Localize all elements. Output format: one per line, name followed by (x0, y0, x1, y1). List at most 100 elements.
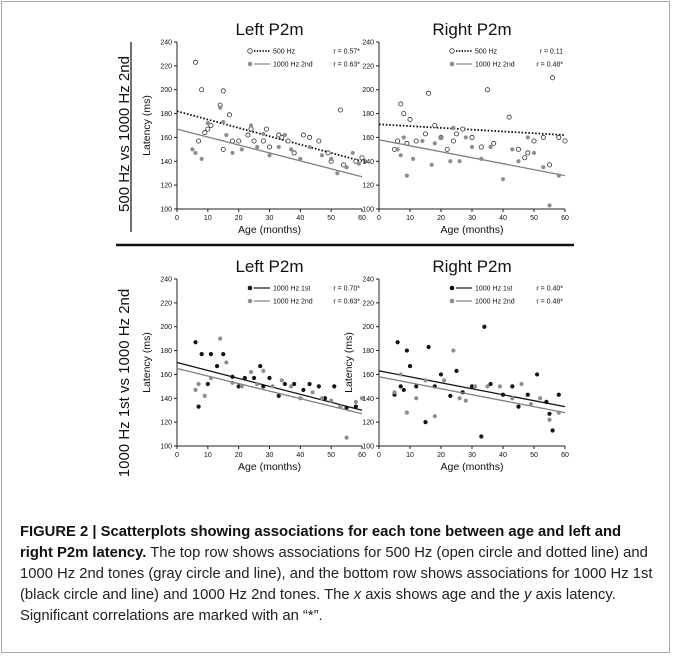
data-point (398, 384, 403, 389)
data-point (340, 162, 346, 168)
legend-marker (449, 61, 455, 67)
legend-r-value: r = 0.57* (333, 49, 360, 56)
data-point (454, 368, 459, 373)
x-tick-label: 0 (175, 215, 179, 222)
data-point (329, 156, 334, 161)
data-point (426, 344, 431, 350)
y-tick-label: 220 (160, 63, 172, 70)
y-tick-label: 160 (362, 372, 374, 379)
data-point (344, 405, 349, 410)
data-point (463, 398, 468, 403)
panel-title: Right P2m (432, 20, 511, 39)
caption-title: FIGURE 2 | Scatterplots showing associat… (20, 524, 622, 561)
y-tick-label: 140 (362, 396, 374, 403)
panel-top-right: Right P2m 100 120 140 160 180 200 220 240 0 10 20 30… (362, 20, 569, 236)
y-tick-label: 200 (160, 324, 172, 331)
legend-label: 1000 Hz 2nd (475, 299, 515, 306)
data-point (404, 173, 409, 178)
legend-marker (247, 61, 253, 67)
data-point (193, 340, 198, 345)
data-point (319, 396, 325, 401)
data-point (199, 156, 204, 161)
data-point (338, 404, 343, 409)
y-tick-label: 220 (362, 300, 374, 307)
data-point (322, 396, 328, 401)
data-point (540, 134, 546, 140)
data-point (251, 375, 257, 381)
x-tick-label: 40 (296, 215, 304, 222)
data-point (469, 144, 475, 150)
data-point (202, 393, 207, 398)
legend-marker (449, 298, 455, 304)
x-tick-label: 40 (499, 215, 507, 222)
data-point (420, 138, 425, 144)
data-point (479, 434, 484, 439)
data-point (398, 153, 403, 158)
legend-label: 1000 Hz 2nd (475, 62, 515, 69)
data-point (282, 381, 288, 387)
data-point (407, 117, 413, 123)
data-point (411, 156, 416, 161)
legend-r-value: r = 0.48* (536, 62, 563, 69)
data-point (485, 384, 490, 389)
data-point (344, 435, 349, 440)
data-point (432, 141, 437, 146)
panel-title: Right P2m (432, 257, 511, 276)
data-point (547, 162, 553, 168)
data-point (448, 159, 453, 164)
data-point (556, 134, 562, 140)
data-point (230, 380, 235, 385)
x-tick-label: 20 (437, 215, 445, 222)
data-point (332, 384, 337, 389)
data-point (316, 384, 321, 389)
fit-line-1000-hz-1st (378, 370, 566, 408)
data-point (453, 131, 459, 137)
caption-text-1: The top row shows associations for 500 H… (20, 545, 653, 603)
data-point (292, 381, 297, 387)
data-point (488, 381, 493, 387)
data-point (267, 153, 272, 158)
x-axis-label: Age (months) (238, 461, 301, 473)
data-point (556, 173, 561, 178)
data-point (482, 324, 487, 329)
legend-marker (449, 48, 455, 54)
data-point (414, 384, 419, 389)
y-tick-label: 180 (160, 111, 172, 118)
x-tick-label: 20 (235, 215, 243, 222)
caption-text-3: axis latency. Significant correlations a… (20, 587, 616, 624)
data-point (285, 138, 291, 144)
data-point (522, 155, 528, 161)
y-tick-label: 120 (160, 420, 172, 427)
data-point (469, 134, 475, 140)
data-point (245, 132, 251, 138)
x-tick-label: 40 (296, 452, 304, 459)
data-point (547, 203, 552, 208)
data-point (236, 384, 241, 389)
data-point (298, 396, 303, 401)
data-point (484, 87, 490, 93)
data-point (242, 375, 247, 381)
x-tick-label: 0 (175, 452, 179, 459)
y-tick-label: 100 (362, 444, 374, 451)
x-axis-label: Age (months) (440, 461, 503, 473)
data-point (478, 144, 484, 150)
x-axis-label: Age (months) (440, 224, 503, 236)
y-tick-label: 240 (160, 40, 172, 47)
data-point (426, 90, 432, 96)
data-point (300, 132, 306, 138)
x-tick-label: 60 (358, 452, 366, 459)
data-point (550, 428, 555, 433)
y-tick-label: 160 (362, 135, 374, 142)
data-point (224, 132, 229, 138)
data-point (528, 402, 534, 407)
data-point (193, 150, 198, 156)
data-point (205, 381, 210, 387)
data-point (432, 123, 438, 129)
data-point (221, 119, 226, 125)
legend-label: 1000 Hz 1st (273, 286, 310, 293)
data-point (196, 138, 202, 144)
y-tick-label: 220 (362, 63, 374, 70)
data-point (497, 384, 502, 389)
y-tick-label: 100 (160, 207, 172, 214)
data-point (282, 132, 288, 138)
